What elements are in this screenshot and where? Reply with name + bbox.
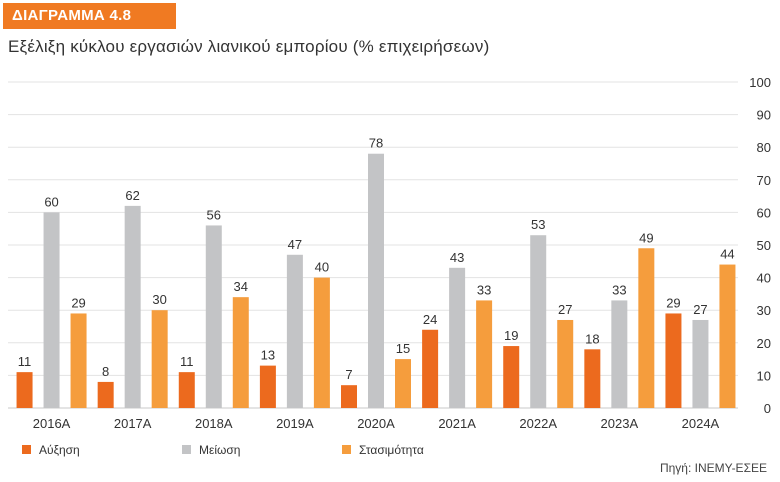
bar-Αύξηση-2020Α	[341, 385, 357, 408]
bar-Στασιμότητα-2017Α	[151, 310, 168, 408]
x-tick-label: 2018Α	[195, 416, 233, 431]
x-tick-label: 2016Α	[33, 416, 71, 431]
source-note: Πηγή: ΙΝΕΜΥ-ΕΣΕΕ	[659, 461, 767, 475]
bar-Μείωση-2022Α	[530, 235, 547, 408]
bar-Μείωση-2024Α	[692, 319, 709, 408]
y-tick-label: 0	[764, 401, 771, 416]
y-tick-label: 70	[757, 173, 771, 188]
x-tick-label: 2024Α	[682, 416, 720, 431]
data-label: 24	[423, 312, 437, 327]
data-label: 33	[612, 282, 626, 297]
data-label: 33	[477, 282, 491, 297]
data-label: 40	[315, 260, 329, 275]
data-label: 29	[71, 295, 85, 310]
bar-Στασιμότητα-2020Α	[395, 359, 411, 408]
y-tick-label: 40	[757, 271, 771, 286]
data-label: 19	[504, 328, 518, 343]
data-label: 49	[639, 230, 653, 245]
bar-Μείωση-2023Α	[611, 300, 628, 408]
x-tick-label: 2022Α	[519, 416, 557, 431]
data-label: 7	[345, 367, 352, 382]
figure-badge: ΔΙΑΓΡΑΜΜΑ 4.8	[3, 3, 176, 29]
legend-swatch	[22, 445, 31, 454]
data-label: 78	[369, 136, 383, 151]
legend-label: Αύξηση	[39, 443, 80, 457]
data-label: 13	[261, 348, 275, 363]
data-label: 34	[234, 279, 248, 294]
data-label: 43	[450, 250, 464, 265]
y-tick-label: 80	[757, 140, 771, 155]
x-tick-label: 2021Α	[438, 416, 476, 431]
data-label: 27	[693, 302, 707, 317]
data-labels: 11 60 29 8 62 30 11 56 34 13 47 40 7 78 15 24 43 33 19 53 27…	[18, 136, 735, 382]
bar-Αύξηση-2019Α	[259, 365, 276, 408]
y-tick-label: 10	[757, 368, 771, 383]
chart-title: Εξέλιξη κύκλου εργασιών λιανικού εμπορίο…	[8, 37, 490, 56]
data-label: 27	[558, 302, 572, 317]
bar-Στασιμότητα-2018Α	[232, 297, 249, 408]
data-label: 29	[666, 295, 680, 310]
bar-Στασιμότητα-2016Α	[70, 313, 87, 408]
bar-Μείωση-2018Α	[205, 225, 222, 408]
data-label: 62	[125, 188, 139, 203]
data-label: 56	[207, 207, 221, 222]
bar-Αύξηση-2018Α	[178, 372, 195, 408]
bar-Μείωση-2017Α	[124, 205, 141, 408]
data-label: 11	[18, 354, 32, 369]
data-label: 15	[396, 341, 410, 356]
legend-label: Στασιμότητα	[359, 443, 424, 457]
x-tick-label: 2023Α	[601, 416, 639, 431]
data-label: 44	[720, 247, 734, 262]
bars	[16, 153, 736, 408]
data-label: 18	[585, 331, 599, 346]
bar-Μείωση-2016Α	[43, 212, 60, 408]
x-tick-label: 2019Α	[276, 416, 314, 431]
data-label: 8	[102, 364, 109, 379]
x-tick-label: 2017Α	[114, 416, 152, 431]
bar-Αύξηση-2017Α	[97, 381, 114, 408]
y-tick-label: 30	[757, 303, 771, 318]
data-label: 47	[288, 237, 302, 252]
bar-Στασιμότητα-2021Α	[476, 300, 493, 408]
x-axis-labels: 2016Α 2017Α 2018Α 2019Α 2020Α 2021Α 2022Α 2023Α…	[33, 416, 720, 431]
data-label: 60	[44, 194, 58, 209]
bar-Μείωση-2019Α	[286, 254, 303, 408]
bar-Στασιμότητα-2019Α	[313, 277, 330, 408]
legend-swatch	[182, 445, 191, 454]
bar-Μείωση-2021Α	[449, 267, 466, 408]
bar-Αύξηση-2024Α	[665, 313, 682, 408]
legend: Αύξηση Μείωση Στασιμότητα	[22, 443, 424, 457]
y-tick-label: 50	[757, 238, 771, 253]
y-tick-label: 60	[757, 205, 771, 220]
bar-Αύξηση-2022Α	[503, 346, 520, 408]
y-tick-label: 20	[757, 336, 771, 351]
bar-Αύξηση-2021Α	[422, 329, 439, 408]
data-label: 30	[152, 292, 166, 307]
bar-Αύξηση-2016Α	[16, 372, 33, 408]
bar-Στασιμότητα-2024Α	[719, 264, 736, 408]
bar-Στασιμότητα-2023Α	[638, 248, 655, 408]
y-tick-label: 100	[749, 75, 771, 90]
legend-swatch	[342, 445, 351, 454]
data-label: 53	[531, 217, 545, 232]
bar-Στασιμότητα-2022Α	[557, 319, 574, 408]
x-tick-label: 2020Α	[357, 416, 395, 431]
y-tick-label: 90	[757, 108, 771, 123]
data-label: 11	[180, 354, 194, 369]
bar-Αύξηση-2023Α	[584, 349, 601, 408]
y-axis-ticks: 0 10 20 30 40 50 60 70 80 90 100	[749, 75, 771, 416]
bar-Μείωση-2020Α	[368, 153, 384, 408]
legend-label: Μείωση	[199, 443, 240, 457]
